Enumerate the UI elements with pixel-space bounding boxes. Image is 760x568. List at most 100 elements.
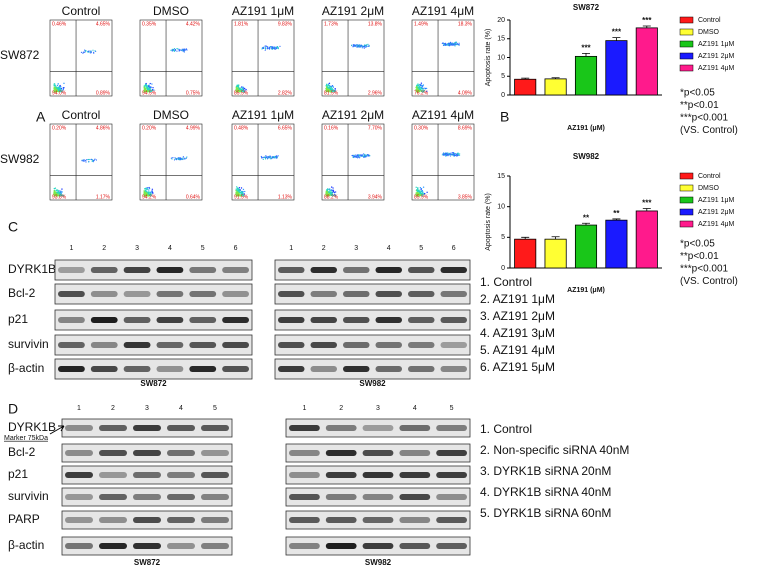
event-dot bbox=[354, 45, 356, 48]
event-dot bbox=[333, 90, 335, 92]
event-dot bbox=[456, 42, 458, 45]
event-dot bbox=[85, 160, 87, 162]
event-dot bbox=[419, 187, 422, 189]
legend-label: AZ191 4μM bbox=[698, 65, 734, 72]
event-dot bbox=[88, 161, 90, 163]
bar bbox=[544, 78, 567, 96]
blot-band bbox=[156, 291, 184, 297]
lane-number: 3 bbox=[135, 245, 139, 252]
event-dot bbox=[235, 193, 237, 195]
blot-band bbox=[440, 366, 467, 372]
event-dot bbox=[426, 90, 428, 93]
event-dot bbox=[425, 87, 428, 90]
condition-label: Control bbox=[62, 108, 101, 122]
blot-band bbox=[278, 342, 305, 348]
event-dot bbox=[451, 152, 453, 154]
event-dot bbox=[361, 45, 363, 47]
error-bar bbox=[582, 222, 590, 226]
event-dot bbox=[458, 154, 461, 156]
blot-band bbox=[440, 317, 467, 323]
event-dot bbox=[238, 193, 240, 195]
event-dot bbox=[57, 83, 59, 85]
quadrant-percent: 0.30% bbox=[414, 125, 429, 131]
event-dot bbox=[328, 192, 331, 195]
blot-band bbox=[65, 494, 93, 500]
lane-number: 2 bbox=[322, 245, 326, 252]
plot-frame bbox=[49, 123, 113, 201]
blot-band bbox=[343, 342, 370, 348]
legend-label: AZ191 1μM bbox=[698, 197, 734, 204]
event-dot bbox=[238, 190, 240, 192]
error-bar bbox=[521, 236, 530, 240]
blot-band bbox=[399, 494, 431, 500]
event-dot bbox=[55, 87, 57, 89]
event-dot bbox=[91, 160, 93, 162]
event-dot bbox=[179, 49, 181, 51]
event-dot bbox=[422, 90, 425, 92]
event-dot bbox=[144, 89, 147, 91]
event-dot bbox=[59, 90, 61, 92]
event-dot bbox=[332, 190, 335, 193]
blot-band bbox=[289, 425, 320, 431]
event-dot bbox=[277, 155, 279, 157]
legend-item: 3. DYRK1B siRNA 20nM bbox=[480, 464, 611, 478]
event-dot bbox=[60, 190, 62, 193]
event-dot bbox=[177, 158, 180, 160]
blot-band bbox=[65, 517, 93, 523]
event-dot bbox=[444, 153, 446, 156]
event-dot bbox=[419, 193, 422, 196]
event-dot bbox=[145, 188, 148, 190]
quadrant-percent: 0.20% bbox=[142, 125, 157, 131]
event-dot bbox=[179, 156, 181, 159]
event-dot bbox=[245, 88, 247, 91]
event-dot bbox=[269, 46, 271, 48]
event-dot bbox=[422, 84, 425, 86]
event-dot bbox=[182, 158, 184, 161]
blot-band bbox=[310, 317, 337, 323]
blot-strip bbox=[274, 358, 471, 380]
quadrant-percent: 88.2% bbox=[324, 194, 339, 200]
flow-plot: 0.16% 7.70% 88.2% 3.94% bbox=[321, 123, 385, 200]
blot-band bbox=[310, 291, 337, 297]
event-dot bbox=[365, 155, 368, 157]
event-dot bbox=[149, 90, 151, 92]
event-dot bbox=[56, 191, 59, 194]
blot-band bbox=[189, 317, 217, 323]
event-dot bbox=[456, 155, 459, 157]
blot-band bbox=[325, 450, 357, 456]
blot-band bbox=[310, 342, 337, 348]
cell-line-label: SW872 bbox=[134, 558, 161, 567]
event-dot bbox=[332, 195, 334, 197]
blot-band bbox=[289, 517, 320, 523]
blot-band bbox=[343, 317, 370, 323]
blot-band bbox=[278, 267, 305, 273]
lane-number: 2 bbox=[339, 405, 343, 412]
event-dot bbox=[362, 153, 365, 155]
event-dot bbox=[326, 88, 328, 90]
event-dot bbox=[149, 86, 151, 88]
event-dot bbox=[239, 88, 241, 91]
event-dot bbox=[332, 86, 335, 88]
event-dot bbox=[170, 49, 172, 51]
event-dot bbox=[237, 87, 239, 89]
event-dot bbox=[241, 87, 243, 90]
event-dot bbox=[264, 45, 266, 47]
event-dot bbox=[56, 87, 58, 89]
event-dot bbox=[54, 84, 56, 87]
blot-band bbox=[58, 342, 85, 348]
significance-label: *** bbox=[612, 28, 622, 37]
event-dot bbox=[417, 84, 420, 87]
event-dot bbox=[56, 84, 59, 87]
event-dot bbox=[330, 186, 333, 188]
condition-label: AZ191 2μM bbox=[322, 108, 384, 122]
event-dot bbox=[83, 160, 85, 162]
event-dot bbox=[181, 48, 183, 50]
event-dot bbox=[366, 154, 369, 156]
y-tick-label: 10 bbox=[497, 204, 505, 211]
event-dot bbox=[261, 47, 264, 49]
quadrant-percent: 8.69% bbox=[458, 125, 473, 131]
blot-band bbox=[222, 342, 249, 348]
event-dot bbox=[93, 159, 95, 161]
quadrant-percent: 85.5% bbox=[234, 90, 249, 96]
stat-note: (VS. Control) bbox=[680, 276, 738, 287]
